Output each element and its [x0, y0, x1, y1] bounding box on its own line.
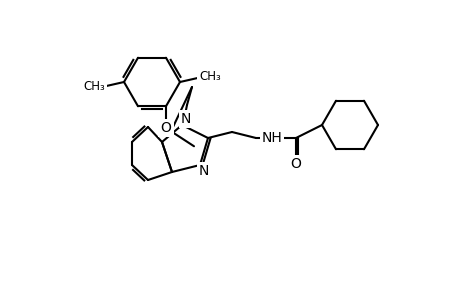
Text: CH₃: CH₃	[199, 70, 220, 83]
Text: O: O	[160, 121, 171, 135]
Text: NH: NH	[261, 131, 282, 145]
Text: N: N	[198, 164, 209, 178]
Text: N: N	[180, 112, 191, 126]
Text: O: O	[290, 157, 301, 171]
Text: CH₃: CH₃	[83, 80, 105, 94]
